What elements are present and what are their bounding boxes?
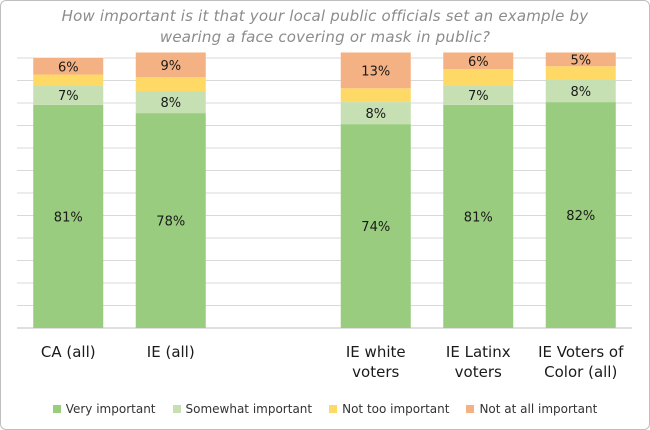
legend-swatch	[52, 405, 61, 413]
x-tick-label: voters	[352, 363, 399, 381]
bar-not-too-important-4	[443, 69, 514, 86]
bar-somewhat-important-5	[545, 80, 616, 103]
data-label: 78%	[156, 215, 185, 230]
legend-label: Somewhat important	[185, 402, 313, 416]
x-tick-label: IE white	[346, 343, 406, 361]
data-label: 8%	[365, 107, 386, 122]
data-label: 6%	[58, 60, 79, 75]
bar-somewhat-important-3	[340, 102, 411, 125]
bar-very-important-2	[135, 113, 206, 328]
bar-not-too-important-1	[33, 74, 104, 86]
data-label: 7%	[58, 89, 79, 104]
legend-swatch	[172, 405, 181, 413]
x-tick-label: IE Latinx	[446, 343, 511, 361]
bar-not-at-all-important-3	[340, 52, 411, 89]
data-label: 13%	[361, 64, 390, 79]
stacked-bar-chart: 81% 7% 6% CA (all) 78% 8% 9% IE (all) 74% 8% 13% IE…	[17, 52, 632, 381]
data-label: 6%	[468, 55, 489, 70]
bar-not-too-important-3	[340, 88, 411, 103]
data-label: 81%	[54, 210, 83, 225]
bar-not-too-important-5	[545, 66, 616, 81]
bar-somewhat-important-2	[135, 91, 206, 114]
bar-not-at-all-important-1	[33, 58, 104, 75]
legend-item: Somewhat important	[172, 402, 313, 416]
legend-label: Very important	[65, 402, 156, 416]
bar-very-important-1	[33, 104, 104, 328]
x-tick-label: IE (all)	[147, 343, 195, 361]
data-label: 9%	[160, 59, 181, 74]
bar-not-at-all-important-2	[135, 52, 206, 78]
legend-swatch	[329, 405, 338, 413]
x-tick-label: CA (all)	[41, 343, 96, 361]
x-tick-label: voters	[455, 363, 502, 381]
legend-item: Not too important	[329, 402, 449, 416]
legend: Very important Somewhat important Not too …	[0, 400, 650, 418]
x-tick-label: Color (all)	[544, 363, 617, 381]
data-label: 81%	[464, 210, 493, 225]
bar-not-at-all-important-4	[443, 52, 514, 70]
chart-title: How important is it that your local publ…	[61, 7, 589, 46]
data-label: 82%	[566, 209, 595, 224]
bar-somewhat-important-1	[33, 85, 104, 105]
legend-label: Not too important	[342, 402, 450, 416]
data-label: 5%	[570, 53, 591, 68]
bar-very-important-4	[443, 104, 514, 328]
legend-item: Very important	[52, 402, 156, 416]
bar-very-important-3	[340, 124, 411, 328]
data-label: 8%	[570, 85, 591, 100]
x-tick-label: IE Voters of	[538, 343, 624, 361]
bar-not-at-all-important-5	[545, 52, 616, 67]
data-label: 7%	[468, 89, 489, 104]
bar-somewhat-important-4	[443, 85, 514, 105]
bar-not-too-important-2	[135, 77, 206, 92]
legend-label: Not at all important	[479, 402, 598, 416]
legend-item: Not at all important	[466, 402, 597, 416]
legend-swatch	[466, 405, 475, 413]
data-label: 8%	[160, 96, 181, 111]
data-label: 74%	[361, 220, 390, 235]
bar-very-important-5	[545, 102, 616, 328]
